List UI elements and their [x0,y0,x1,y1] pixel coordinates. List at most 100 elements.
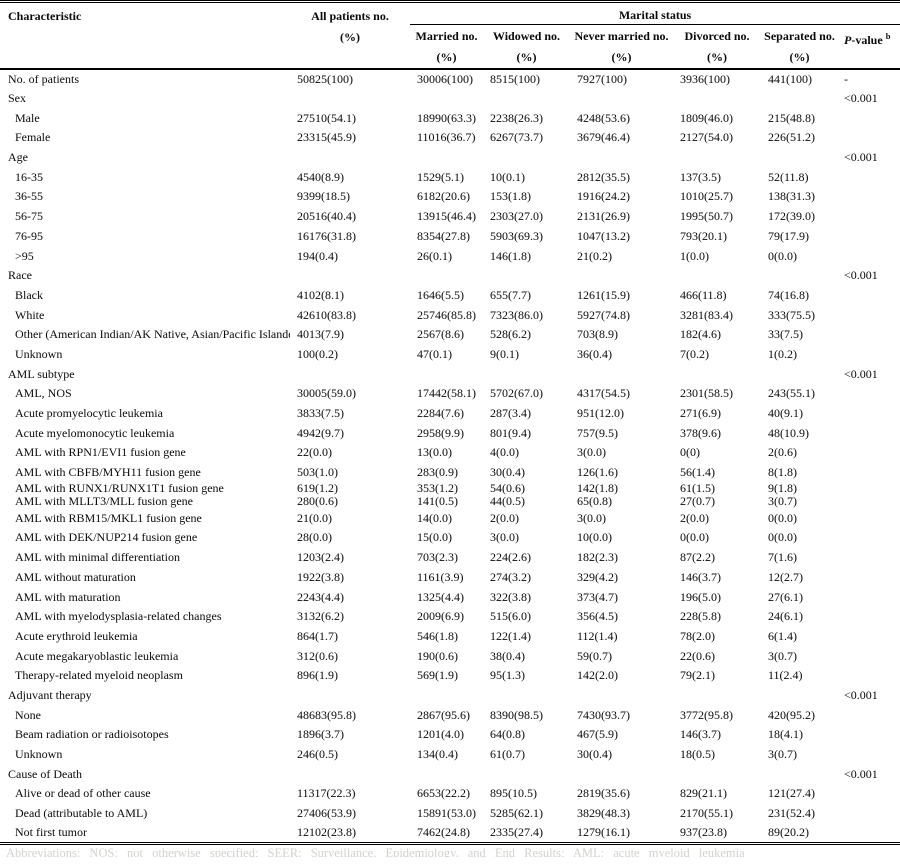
row-label: No. of patients [8,71,79,86]
row-value: 373(4.7) [577,589,618,604]
row-value: 48(10.9) [768,425,809,440]
row-value: 6(1.4) [768,628,797,643]
row-value: 3936(100) [680,71,730,86]
row-label: Therapy-related myeloid neoplasm [15,668,183,683]
row-value: 134(0.4) [417,747,458,762]
row-pvalue [838,745,900,765]
row-value: 2238(26.3) [490,110,543,125]
row-value [673,686,761,706]
row-value: 3679(46.4) [577,130,630,145]
row-label: AML with RBM15/MKL1 fusion gene [15,510,202,525]
row-value: 4317(54.5) [577,386,630,401]
row-label: >95 [15,248,34,263]
table-row: 76-95 16176(31.8) 8354(27.8) 5903(69.3) … [0,227,900,247]
row-value: 11016(36.7) [417,130,476,145]
row-value: 28(0.0) [297,530,332,545]
row-value: 6653(22.2) [417,786,470,801]
row-pvalue: <0.001 [844,150,878,165]
row-value: 937(23.8) [680,825,727,840]
row-value: 3132(6.2) [297,609,344,624]
row-value: 138(31.3) [768,189,815,204]
row-value: 896(1.9) [297,668,338,683]
row-pvalue [838,187,900,207]
row-value: 378(9.6) [680,425,721,440]
row-pvalue: <0.001 [844,366,878,381]
row-value [290,764,410,784]
row-label: AML with RUNX1/RUNX1T1 fusion gene [15,482,224,496]
row-value [673,764,761,784]
row-value: 3(0.0) [490,530,519,545]
row-value: 895(10.5) [490,786,537,801]
row-value: 951(12.0) [577,406,624,421]
row-label: Acute myelomonocytic leukemia [15,425,175,440]
row-value: 8390(98.5) [490,707,543,722]
row-value: 1201(4.0) [417,727,464,742]
row-value: 13(0.0) [417,445,452,460]
row-value: 0(0.0) [768,248,797,263]
row-value: 1047(13.2) [577,228,630,243]
row-value: 59(0.7) [577,648,612,663]
row-label: Unknown [15,747,63,762]
row-value: 146(1.8) [490,248,531,263]
row-label: AML with minimal differentiation [15,550,180,565]
row-value [673,266,761,286]
row-value: 1(0.2) [768,346,797,361]
row-value [761,89,838,109]
row-value: 7462(24.8) [417,825,470,840]
row-label: Adjuvant therapy [8,687,92,702]
row-value: 9399(18.5) [297,189,350,204]
row-label: Female [15,130,51,145]
row-value: 122(1.4) [490,628,531,643]
table-row: AML with maturation 2243(4.4) 1325(4.4) … [0,587,900,607]
row-label: AML with MLLT3/MLL fusion gene [15,495,193,509]
header-row-2: Married no. (%) Widowed no. (%) Never ma… [0,24,900,70]
row-pvalue [838,108,900,128]
row-value: 3(0.0) [577,510,606,525]
row-value: 18(4.1) [768,727,803,742]
row-value [483,686,570,706]
col-header-characteristic: Characteristic [0,1,290,70]
table-row: 36-55 9399(18.5) 6182(20.6) 153(1.8) 191… [0,187,900,207]
row-label: 56-75 [15,209,43,224]
row-value: 54(0.6) [490,482,525,496]
row-value: 801(9.4) [490,425,531,440]
table-row: AML with myelodysplasia-related changes … [0,607,900,627]
table-row: Race <0.001 [0,266,900,286]
footnote-abbreviations: Abbreviations: NOS: not otherwise specif… [6,846,745,857]
table-row: Cause of Death <0.001 [0,764,900,784]
header-row-1: Characteristic All patients no. (%) Mari… [0,1,900,70]
row-value [410,686,483,706]
table-row: AML with RPN1/EVI1 fusion gene 22(0.0) 1… [0,443,900,463]
row-value: 194(0.4) [297,248,338,263]
table-row: Acute megakaryoblastic leukemia 312(0.6)… [0,646,900,666]
row-value: 287(3.4) [490,406,531,421]
row-value: 74(16.8) [768,287,809,302]
row-value: 13915(46.4) [417,209,476,224]
row-value: 61(0.7) [490,747,525,762]
row-pvalue [838,646,900,666]
row-value: 15(0.0) [417,530,452,545]
row-value: 228(5.8) [680,609,721,624]
row-value: 2(0.6) [768,445,797,460]
table-row: Acute myelomonocytic leukemia 4942(9.7) … [0,423,900,443]
row-value: 3(0.0) [577,445,606,460]
row-value [570,89,673,109]
row-value [410,148,483,168]
row-pvalue [838,167,900,187]
row-value: 1161(3.9) [417,569,464,584]
row-value: 61(1.5) [680,482,715,496]
row-value: 4013(7.9) [297,327,344,342]
row-label: Beam radiation or radioisotopes [15,727,169,742]
row-pvalue [838,286,900,306]
row-value: 7(0.2) [680,346,709,361]
row-value: 5927(74.8) [577,307,630,322]
row-value: 322(3.8) [490,589,531,604]
row-value: 11(2.4) [768,668,803,683]
row-value: 182(4.6) [680,327,721,342]
row-value: 1922(3.8) [297,569,344,584]
row-pvalue [838,128,900,148]
table-row: Therapy-related myeloid neoplasm 896(1.9… [0,666,900,686]
row-value: 1203(2.4) [297,550,344,565]
row-pvalue [838,495,900,508]
table-row: AML subtype <0.001 [0,364,900,384]
